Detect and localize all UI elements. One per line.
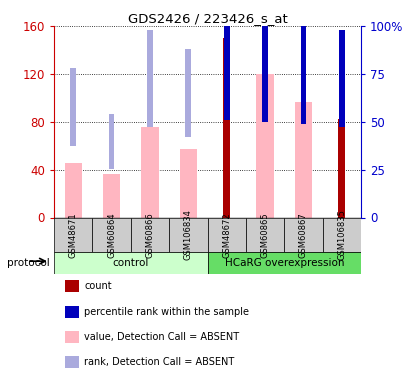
Bar (66, 356, 79, 368)
Bar (262, 19, 268, 122)
Bar (223, 38, 230, 218)
Text: rank, Detection Call = ABSENT: rank, Detection Call = ABSENT (84, 357, 234, 368)
Bar (64, 162, 82, 218)
Text: GSM48671: GSM48671 (68, 212, 78, 258)
Bar (109, 114, 115, 170)
Text: GSM60864: GSM60864 (107, 212, 116, 258)
Text: GSM60865: GSM60865 (261, 212, 270, 258)
Bar (224, 15, 229, 120)
Text: HCaRG overexpression: HCaRG overexpression (225, 258, 344, 268)
Bar (295, 102, 312, 217)
Text: GSM60866: GSM60866 (145, 212, 154, 258)
Bar (284, 217, 323, 252)
Bar (147, 30, 153, 128)
Bar (208, 217, 246, 252)
Text: count: count (84, 281, 112, 291)
Bar (208, 252, 361, 274)
Bar (169, 217, 208, 252)
Text: GSM48672: GSM48672 (222, 212, 231, 258)
Title: GDS2426 / 223426_s_at: GDS2426 / 223426_s_at (128, 12, 287, 25)
Bar (66, 306, 79, 318)
Text: value, Detection Call = ABSENT: value, Detection Call = ABSENT (84, 332, 239, 342)
Bar (66, 280, 79, 292)
Bar (339, 30, 345, 128)
Bar (180, 149, 197, 217)
Bar (131, 217, 169, 252)
Text: percentile rank within the sample: percentile rank within the sample (84, 307, 249, 317)
Bar (338, 120, 345, 218)
Text: GSM60867: GSM60867 (299, 212, 308, 258)
Bar (323, 217, 361, 252)
Bar (256, 74, 274, 217)
Bar (54, 252, 208, 274)
Bar (300, 22, 306, 123)
Bar (246, 217, 284, 252)
Bar (141, 127, 159, 218)
Bar (70, 68, 76, 147)
Bar (54, 217, 92, 252)
Bar (103, 174, 120, 217)
Bar (262, 19, 268, 122)
Bar (186, 49, 191, 137)
Text: GSM106835: GSM106835 (337, 210, 347, 260)
Text: protocol: protocol (7, 258, 50, 268)
Bar (93, 217, 131, 252)
Bar (66, 331, 79, 343)
Text: control: control (112, 258, 149, 268)
Text: GSM106834: GSM106834 (184, 210, 193, 260)
